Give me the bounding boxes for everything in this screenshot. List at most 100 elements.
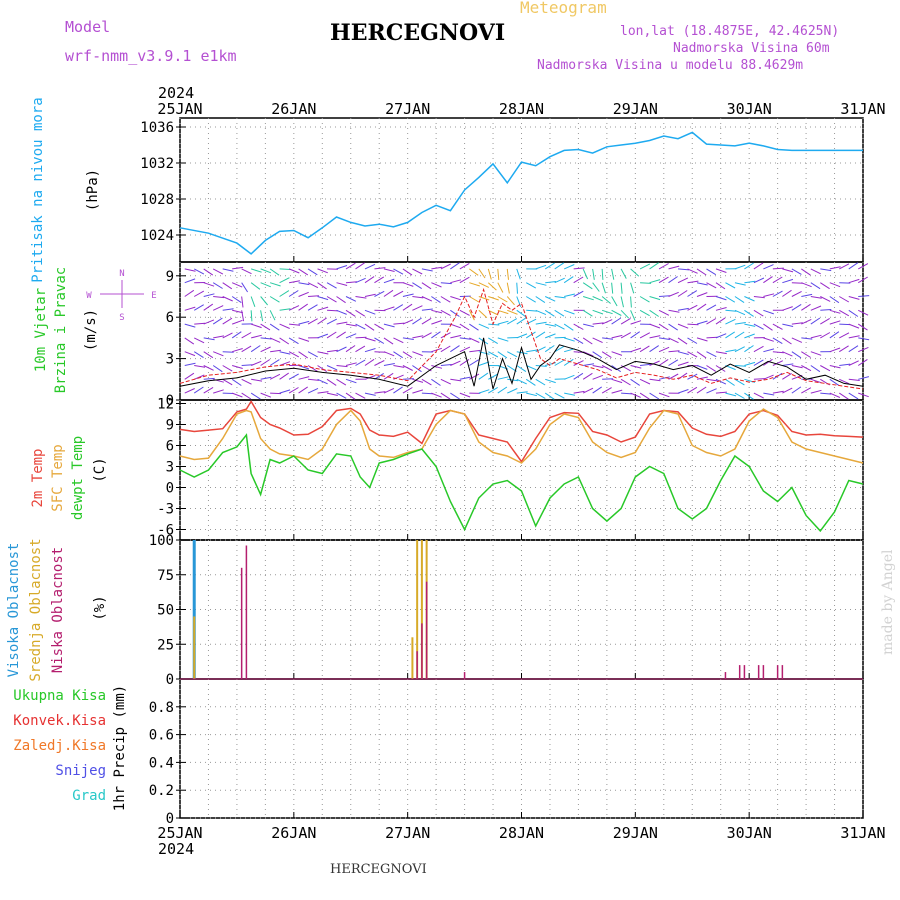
wind-vector: [858, 376, 870, 380]
wind-vector: [535, 264, 547, 270]
wind-vector: [336, 265, 348, 270]
wind-vector: [734, 346, 745, 353]
wind-vector: [563, 276, 574, 284]
wind-vector: [364, 375, 376, 380]
wind-vector: [592, 337, 603, 344]
wind-vector: [677, 290, 688, 297]
wind-vector: [611, 351, 623, 356]
wind-vector: [412, 335, 424, 339]
wind-vector: [535, 296, 546, 304]
wind-vector: [582, 387, 594, 394]
wind-vector: [421, 378, 432, 386]
meteogram-label: Meteogram: [520, 0, 607, 17]
wind-vector: [848, 262, 859, 270]
wind-y-tick-label: 6: [166, 310, 174, 326]
wind-vector: [336, 321, 348, 325]
wind-vector: [488, 351, 499, 358]
x-tick-label-bottom: 25JAN: [157, 824, 202, 842]
wind-vector: [241, 310, 245, 322]
wind-vector: [696, 292, 708, 297]
wind-vector: [535, 378, 546, 386]
wind-vector: [658, 358, 669, 366]
wind-vector: [820, 296, 831, 302]
wind-vector: [810, 268, 821, 275]
wind-vector: [810, 389, 822, 394]
wind-vector: [184, 362, 196, 366]
wind-vector: [431, 365, 443, 369]
wind-vector: [345, 281, 358, 284]
wind-vector: [288, 387, 299, 394]
wind-vector: [393, 365, 405, 368]
wind-vector: [554, 262, 565, 270]
wind-vector: [412, 268, 423, 275]
wind-vector: [421, 308, 433, 311]
wind-vector: [649, 309, 659, 317]
cloud-y-tick-label: 25: [157, 637, 174, 653]
wind-vector: [497, 376, 509, 380]
wind-vector: [298, 386, 308, 394]
wind-vector: [383, 387, 395, 394]
wind-vector: [658, 392, 670, 398]
wind-vector: [848, 296, 860, 300]
wind-vector: [715, 365, 726, 372]
wind-vector: [421, 268, 433, 272]
wind-vector: [734, 331, 745, 339]
wind-vector: [592, 282, 600, 292]
wind-vector: [393, 351, 403, 359]
wind-vector: [753, 359, 764, 366]
wind-vector: [450, 378, 462, 382]
wind-vector: [317, 333, 329, 339]
wind-vector: [573, 372, 584, 380]
wind-vector: [744, 361, 756, 366]
x-tick-label-top: 30JAN: [727, 100, 772, 118]
wind-vector: [317, 317, 327, 325]
wind-vector: [611, 317, 622, 325]
wind-vector: [725, 282, 736, 289]
wind-vector: [374, 391, 386, 394]
wind-vector: [231, 378, 242, 386]
wind-vector: [345, 309, 356, 317]
wind-vector: [269, 296, 280, 303]
wind-vector: [203, 386, 214, 394]
wind-vector: [364, 392, 376, 396]
wind-vector: [308, 295, 320, 297]
model-label: Model: [65, 18, 111, 36]
wind-vector: [326, 392, 338, 396]
wind-vector: [279, 308, 291, 311]
wind-vector: [194, 374, 205, 380]
compass-s-label: S: [119, 313, 124, 323]
wind-vector: [715, 268, 727, 273]
wind-vector: [601, 351, 612, 359]
wind-vector: [288, 268, 300, 274]
wind-vector: [583, 323, 594, 328]
wind-vector: [516, 317, 527, 325]
wind-vector: [801, 293, 813, 297]
wind-vector: [535, 282, 547, 286]
wind-vector: [289, 323, 301, 326]
wind-vector: [516, 378, 527, 385]
wind-vector: [307, 351, 318, 358]
wind-vector: [611, 268, 615, 280]
wind-vector: [782, 268, 794, 273]
wind-vector: [687, 337, 698, 344]
wind-vector: [336, 309, 347, 315]
wind-vector: [383, 363, 395, 366]
wind-vector: [317, 296, 329, 301]
wind-vector: [336, 282, 348, 286]
wind-vector: [801, 282, 812, 288]
wind-vector: [393, 290, 404, 297]
wind-vector: [450, 334, 462, 339]
pressure-y-tick-label: 1036: [140, 120, 174, 136]
cloud-unit-label: (%): [92, 595, 108, 620]
wind-vector: [573, 276, 584, 284]
wind-vector: [203, 337, 215, 341]
wind-vector: [791, 322, 803, 325]
wind-vector: [715, 317, 726, 325]
wind-vector: [232, 365, 243, 369]
wind-vector: [649, 392, 660, 400]
wind-vector: [583, 296, 594, 301]
wind-vector: [232, 348, 243, 353]
wind-vector: [592, 351, 603, 359]
wind-vector: [820, 332, 831, 339]
